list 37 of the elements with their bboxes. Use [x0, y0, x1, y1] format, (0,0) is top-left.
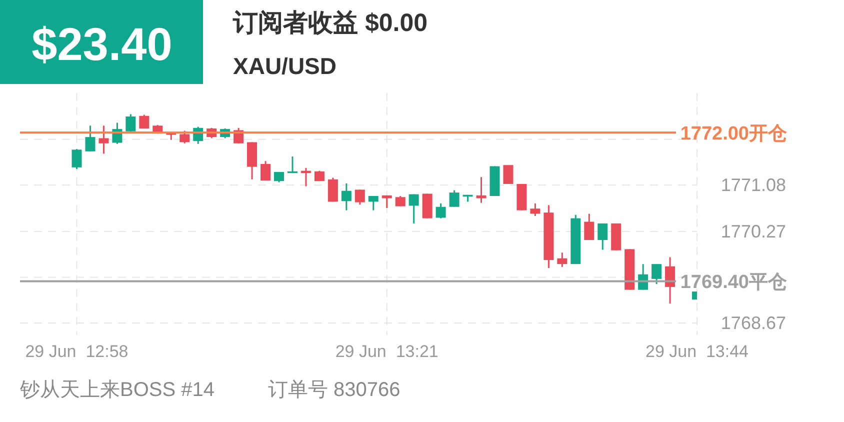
candlestick	[354, 188, 365, 206]
candlestick	[557, 252, 568, 268]
candlestick	[328, 176, 338, 202]
text: $23.40	[32, 18, 172, 70]
ref-line-label: 1772.00开仓	[680, 123, 788, 144]
text: 钞从天上来BOSS #14	[19, 379, 215, 401]
candlestick	[341, 182, 352, 212]
candlestick	[98, 124, 109, 154]
y-tick-label: 1768.67	[720, 312, 786, 333]
x-tick-label: 29 Jun 13:21	[335, 342, 438, 361]
candlestick	[85, 124, 96, 152]
candlestick	[126, 113, 136, 132]
chart-title: 订阅者收益 $0.00	[232, 9, 428, 37]
candlestick	[395, 195, 406, 208]
y-tick-label: 1770.27	[720, 221, 786, 242]
candlestick	[476, 176, 486, 204]
candlestick	[408, 194, 419, 224]
candlestick	[139, 114, 150, 130]
candlestick	[72, 148, 82, 170]
text: 订单号 830766	[268, 379, 400, 401]
candlestick	[665, 256, 676, 304]
candlestick	[530, 202, 540, 217]
candlestick	[382, 194, 392, 209]
candlestick	[584, 212, 594, 241]
candlestick	[652, 263, 662, 285]
ref-line-label: 1769.40平仓	[680, 272, 788, 294]
x-tick-label: 29 Jun 12:58	[25, 342, 128, 361]
candlestick	[503, 164, 514, 185]
y-tick-label: 1771.08	[720, 175, 786, 196]
candlestick	[598, 222, 608, 251]
candlestick	[180, 130, 190, 144]
candlestick	[449, 190, 460, 208]
candlestick	[260, 160, 271, 182]
x-tick-label: 29 Jun 13:44	[645, 342, 749, 361]
candlestick	[368, 195, 378, 212]
chart-subtitle: XAU/USD	[233, 53, 337, 79]
candlestick	[436, 202, 446, 220]
